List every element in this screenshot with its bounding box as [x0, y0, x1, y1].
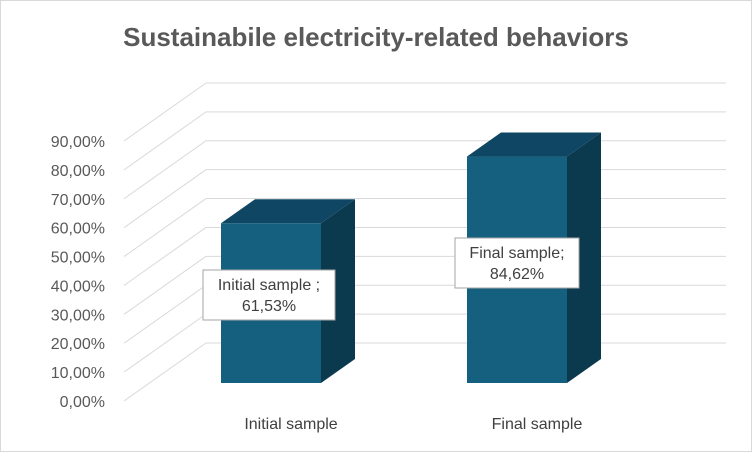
x-category-label: Initial sample — [244, 416, 337, 433]
data-label-box — [454, 237, 580, 289]
gridline-floor-5 — [123, 198, 207, 257]
y-tick-label: 20,00% — [51, 336, 105, 353]
x-axis: Initial sample Final sample — [244, 416, 582, 433]
y-tick-label: 40,00% — [51, 278, 105, 295]
y-tick-label: 30,00% — [51, 307, 105, 324]
y-tick-label: 50,00% — [51, 250, 105, 267]
gridline-floor-8 — [123, 111, 207, 171]
gridline-floor-0 — [123, 342, 207, 402]
y-tick-label: 90,00% — [51, 134, 105, 151]
data-label-1: Final sample; 84,62% — [454, 237, 580, 289]
gridline-floor-4 — [123, 227, 207, 286]
data-label-text: Initial sample ; — [218, 277, 320, 294]
data-label-text: 61,53% — [242, 298, 296, 315]
bar-side — [321, 199, 355, 383]
y-tick-label: 70,00% — [51, 192, 105, 209]
x-category-label: Final sample — [492, 416, 583, 433]
data-label-0: Initial sample ; 61,53% — [202, 269, 336, 321]
gridline-floor-6 — [123, 169, 207, 229]
chart-title: Sustainabile electricity-related behavio… — [123, 22, 629, 52]
gridline-floor-1 — [123, 313, 207, 373]
y-tick-label: 60,00% — [51, 221, 105, 238]
y-tick-label: 80,00% — [51, 163, 105, 180]
gridline-floor-9 — [123, 82, 207, 142]
bar-top — [221, 199, 355, 224]
y-tick-label: 10,00% — [51, 365, 105, 382]
data-labels: Initial sample ; 61,53% Final sample; 84,62… — [202, 237, 580, 321]
y-axis: 0,00% 10,00% 20,00% 30,00% 40,00% 50,00% 60,00… — [51, 134, 105, 411]
gridline-floor-3 — [123, 255, 207, 315]
bar-side — [567, 132, 601, 383]
y-tick-label: 0,00% — [60, 394, 105, 411]
data-label-box — [202, 269, 336, 321]
data-label-text: 84,62% — [490, 266, 544, 283]
gridline-floor-7 — [123, 140, 207, 200]
gridline-floor-2 — [123, 284, 207, 344]
data-label-text: Final sample; — [469, 245, 564, 262]
gridlines — [123, 82, 726, 402]
bar-top — [467, 132, 601, 157]
